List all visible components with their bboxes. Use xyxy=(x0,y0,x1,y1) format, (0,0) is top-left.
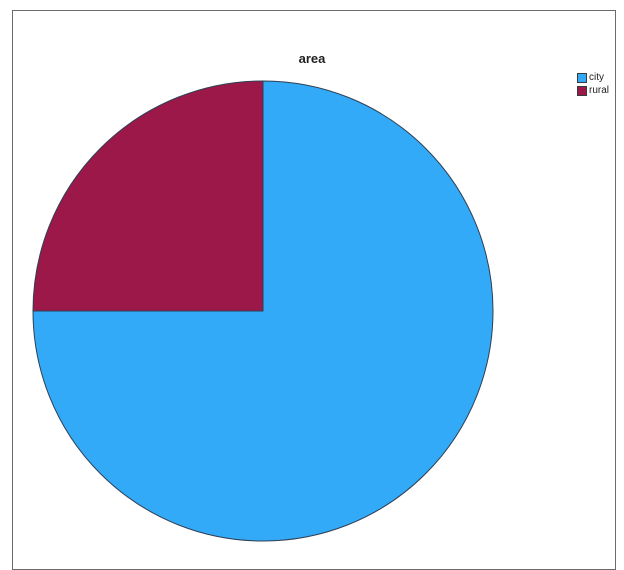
pie-slice-rural xyxy=(32,80,264,312)
pie-slices xyxy=(32,80,494,542)
pie-chart xyxy=(32,80,494,542)
pie-slice-city xyxy=(32,80,494,542)
chart-legend: city rural xyxy=(577,71,609,97)
legend-item-rural: rural xyxy=(577,84,609,97)
legend-item-city: city xyxy=(577,71,609,84)
legend-label-city: city xyxy=(589,72,604,83)
legend-swatch-city xyxy=(577,72,587,83)
legend-label-rural: rural xyxy=(589,85,610,96)
legend-swatch-rural xyxy=(577,85,587,96)
chart-title: area xyxy=(298,51,326,66)
